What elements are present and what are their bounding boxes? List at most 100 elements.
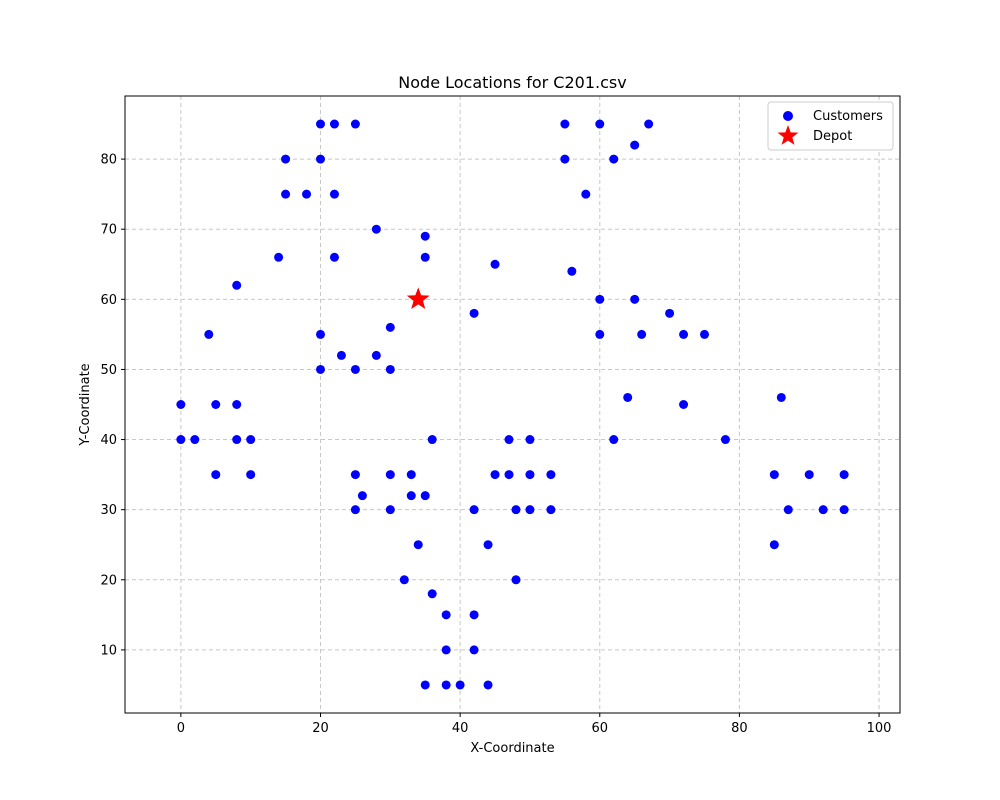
customer-point — [483, 680, 493, 690]
plot-frame — [124, 95, 901, 714]
customer-point — [818, 505, 828, 515]
customer-point — [455, 680, 465, 690]
customer-point — [385, 470, 395, 480]
customer-point — [511, 575, 521, 585]
customer-point — [371, 224, 381, 234]
customer-point — [525, 470, 535, 480]
customer-point — [232, 280, 242, 290]
customer-point — [329, 189, 339, 199]
customer-point — [776, 392, 786, 402]
customer-point — [399, 575, 409, 585]
customer-point — [357, 491, 367, 501]
y-tick-label: 80 — [100, 153, 117, 168]
customer-point — [679, 400, 689, 409]
customer-point — [769, 470, 779, 480]
customer-point — [350, 470, 360, 480]
customer-point — [427, 435, 437, 445]
customer-point — [385, 322, 395, 332]
customer-point — [176, 435, 186, 445]
customer-point — [469, 308, 479, 318]
customer-point — [609, 435, 619, 445]
customer-point — [420, 680, 430, 690]
customer-point — [679, 329, 689, 339]
customer-point — [546, 505, 556, 515]
legend-customers-label: Customers — [813, 109, 883, 124]
customer-point — [637, 329, 647, 339]
customer-point — [769, 540, 779, 550]
customer-point — [469, 505, 479, 515]
customer-point — [329, 119, 339, 129]
customer-point — [204, 329, 214, 339]
customer-point — [211, 400, 221, 409]
customer-point — [525, 505, 535, 515]
customer-point — [441, 680, 451, 690]
legend: Customers Depot — [767, 101, 894, 151]
chart-title: Node Locations for C201.csv — [398, 73, 626, 92]
customer-point — [560, 119, 570, 129]
customer-point — [595, 329, 605, 339]
customer-point — [232, 400, 242, 409]
x-tick-label: 40 — [452, 721, 469, 736]
customer-point — [511, 505, 521, 515]
customer-point — [609, 154, 619, 164]
customer-point — [315, 154, 325, 164]
customer-point — [336, 350, 346, 360]
customer-point — [720, 435, 730, 445]
customer-point — [190, 435, 200, 445]
customer-point — [406, 470, 416, 480]
customer-point — [483, 540, 493, 550]
customer-point — [281, 154, 291, 164]
customer-point — [385, 505, 395, 515]
customer-point — [350, 505, 360, 515]
customer-point — [406, 491, 416, 501]
y-tick-label: 30 — [100, 503, 117, 518]
customer-point — [560, 154, 570, 164]
axis-ticks: 0 20 40 60 80 100 10 20 30 40 50 60 70 80 — [100, 153, 891, 736]
customer-point — [595, 119, 605, 129]
customer-point — [595, 294, 605, 304]
legend-box — [767, 101, 894, 151]
customer-point — [211, 470, 221, 480]
customer-point — [644, 119, 654, 129]
customer-point — [504, 435, 514, 445]
x-tick-label: 80 — [731, 721, 748, 736]
customer-point — [490, 470, 500, 480]
customer-point — [176, 400, 186, 409]
y-tick-label: 50 — [100, 363, 117, 378]
x-tick-label: 20 — [312, 721, 329, 736]
customer-point — [232, 435, 242, 445]
customer-point — [246, 470, 256, 480]
customer-point — [700, 329, 710, 339]
customer-point — [546, 470, 556, 480]
depot-marker — [406, 287, 430, 310]
customer-point — [804, 470, 814, 480]
legend-depot-marker — [777, 125, 799, 145]
y-tick-label: 40 — [100, 433, 117, 448]
customer-point — [371, 350, 381, 360]
y-tick-label: 10 — [100, 643, 117, 658]
x-tick-label: 0 — [177, 721, 185, 736]
customer-point — [839, 505, 849, 515]
customer-point — [469, 645, 479, 655]
customer-point — [274, 252, 284, 262]
customer-point — [427, 589, 437, 599]
x-tick-label: 100 — [867, 721, 892, 736]
x-axis-title: X-Coordinate — [470, 741, 554, 756]
y-axis-title: Y-Coordinate — [78, 363, 93, 446]
customer-point — [525, 435, 535, 445]
customer-point — [839, 470, 849, 480]
customer-point — [329, 252, 339, 262]
customer-point — [413, 540, 423, 550]
customer-point — [246, 435, 256, 445]
customer-point — [623, 392, 633, 402]
customer-point — [315, 364, 325, 374]
customer-point — [281, 189, 291, 199]
customer-point — [783, 505, 793, 515]
legend-depot-label: Depot — [813, 129, 852, 144]
customer-point — [302, 189, 312, 199]
y-tick-label: 20 — [100, 573, 117, 588]
customer-point — [420, 231, 430, 241]
customer-point — [581, 189, 591, 199]
customer-point — [469, 610, 479, 620]
